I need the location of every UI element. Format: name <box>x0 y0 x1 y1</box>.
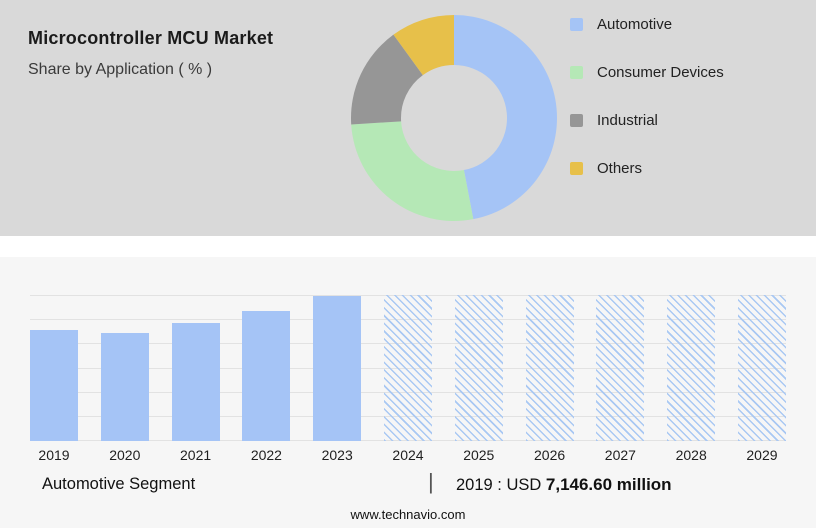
donut-chart <box>348 12 560 224</box>
bar-column-2024: 2024 <box>383 295 432 463</box>
segment-value: 2019 : USD 7,146.60 million <box>456 475 672 495</box>
page-title: Microcontroller MCU Market <box>28 28 274 48</box>
legend-swatch <box>570 114 583 127</box>
share-by-application-panel: Microcontroller MCU Market Share by Appl… <box>0 0 816 236</box>
legend-label: Others <box>597 160 643 177</box>
x-axis-label-2019: 2019 <box>38 447 70 463</box>
bar-column-2019: 2019 <box>30 295 78 463</box>
x-axis-label-2025: 2025 <box>463 447 495 463</box>
donut-slice-others <box>393 15 454 76</box>
bar-2020 <box>100 332 149 441</box>
x-axis-label-2022: 2022 <box>250 447 282 463</box>
bar-2019 <box>30 330 78 441</box>
bar-column-2028: 2028 <box>667 295 716 463</box>
legend: Automotive Consumer Devices Industrial Othe… <box>570 16 724 208</box>
bar-2023 <box>313 296 362 441</box>
bar-column-2023: 2023 <box>313 295 362 463</box>
page-subtitle: Share by Application ( % ) <box>28 61 213 78</box>
market-size-panel: 2019 2020 2021 2022 2023 2024 2025 2026 2027 2028… <box>0 257 816 528</box>
legend-item-industrial: Industrial <box>570 112 724 129</box>
x-axis-label-2023: 2023 <box>321 447 353 463</box>
forecast-bar-2027 <box>596 295 645 441</box>
forecast-bar-2024 <box>383 295 432 441</box>
donut-slice-industrial <box>351 34 423 125</box>
x-axis-label-2020: 2020 <box>109 447 141 463</box>
legend-swatch <box>570 66 583 79</box>
legend-label: Consumer Devices <box>597 64 724 81</box>
donut-chart-svg <box>351 15 557 221</box>
legend-label: Automotive <box>597 16 673 33</box>
legend-item-others: Others <box>570 160 724 177</box>
legend-label: Industrial <box>597 112 658 129</box>
donut-slice-automotive <box>454 15 557 220</box>
segment-label: Automotive Segment <box>42 475 196 493</box>
bar-column-2027: 2027 <box>596 295 645 463</box>
legend-swatch <box>570 162 583 175</box>
caption-row: Automotive Segment | 2019 : USD 7,146.60… <box>0 469 816 499</box>
website-link: www.technavio.com <box>350 507 466 522</box>
legend-item-consumer-devices: Consumer Devices <box>570 64 724 81</box>
x-axis-label-2029: 2029 <box>746 447 778 463</box>
bar-column-2021: 2021 <box>171 295 220 463</box>
bar-2021 <box>171 322 220 441</box>
forecast-bar-2028 <box>667 295 716 441</box>
x-axis-label-2027: 2027 <box>604 447 636 463</box>
legend-item-automotive: Automotive <box>570 16 724 33</box>
caption-divider: | <box>428 469 434 494</box>
x-axis-label-2024: 2024 <box>392 447 424 463</box>
header: Microcontroller MCU Market Share by Appl… <box>28 28 273 79</box>
x-axis-label-2026: 2026 <box>534 447 566 463</box>
bar-columns: 2019 2020 2021 2022 2023 2024 2025 2026 2027 2028… <box>30 295 786 463</box>
forecast-bar-2026 <box>525 295 574 441</box>
segment-value-amount: 7,146.60 million <box>545 475 672 494</box>
forecast-bar-2029 <box>737 295 786 441</box>
legend-swatch <box>570 18 583 31</box>
bar-column-2029: 2029 <box>737 295 786 463</box>
donut-slice-consumer-devices <box>351 121 474 221</box>
forecast-bar-2025 <box>454 295 503 441</box>
bar-column-2020: 2020 <box>100 295 149 463</box>
bar-column-2025: 2025 <box>454 295 503 463</box>
segment-value-prefix: 2019 : USD <box>456 476 542 494</box>
x-axis-label-2028: 2028 <box>675 447 707 463</box>
bar-2022 <box>242 311 291 441</box>
bar-column-2026: 2026 <box>525 295 574 463</box>
x-axis-label-2021: 2021 <box>180 447 212 463</box>
bar-column-2022: 2022 <box>242 295 291 463</box>
bar-chart: 2019 2020 2021 2022 2023 2024 2025 2026 2027 2028… <box>30 295 786 463</box>
